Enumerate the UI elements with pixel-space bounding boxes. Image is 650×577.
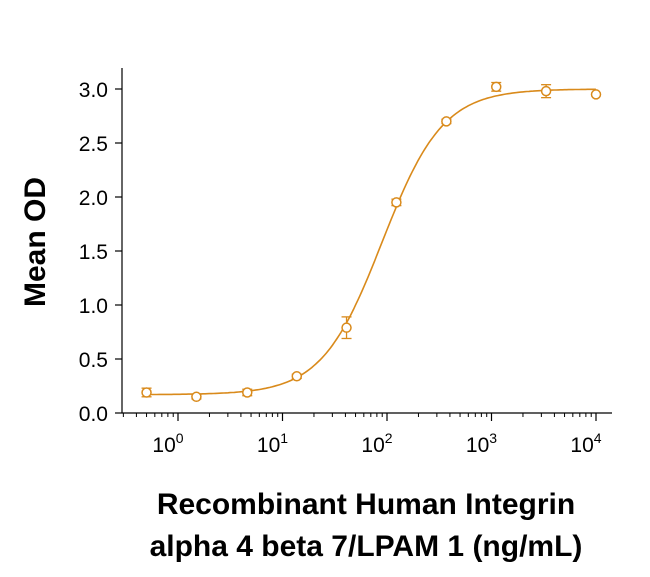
y-tick-label: 2.5	[79, 133, 108, 156]
y-tick-label: 3.0	[79, 79, 108, 102]
data-point	[341, 316, 352, 340]
y-tick-label: 1.0	[79, 295, 108, 318]
x-tick-label: 101	[257, 430, 288, 457]
data-points-layer	[141, 81, 602, 403]
point-marker	[341, 322, 352, 333]
data-point	[291, 371, 303, 382]
point-marker	[291, 371, 303, 382]
data-point	[590, 89, 602, 100]
x-tick-label: 100	[152, 430, 183, 457]
point-marker	[540, 85, 552, 97]
fit-curve	[146, 88, 596, 396]
y-tick-label: 0.5	[79, 349, 108, 372]
x-tick-label: 104	[570, 430, 601, 457]
x-tick-label: 102	[361, 430, 392, 457]
data-point	[242, 387, 253, 398]
fit-curve-layer	[146, 88, 596, 396]
point-marker	[141, 387, 152, 398]
axes	[121, 68, 612, 414]
data-point	[490, 81, 502, 93]
x-axis-ticks: 100 101 102 103 104	[122, 413, 602, 457]
x-axis-title-line-1: Recombinant Human Integrin	[157, 488, 575, 521]
data-point	[540, 84, 552, 99]
point-marker	[191, 391, 202, 403]
data-point	[391, 197, 402, 208]
y-tick-label: 2.0	[79, 187, 108, 210]
y-axis-title: Mean OD	[19, 177, 52, 307]
data-point	[191, 391, 202, 403]
y-tick-label: 0.0	[79, 403, 108, 426]
x-tick-label: 103	[466, 430, 497, 457]
point-marker	[242, 387, 253, 398]
y-axis-ticks: 0.0 0.5 1.0 1.5 2.0 2.5 3.0	[79, 79, 122, 426]
data-point	[441, 116, 452, 127]
x-axis-title-line-2: alpha 4 beta 7/LPAM 1 (ng/mL)	[150, 530, 583, 563]
point-marker	[590, 89, 602, 100]
y-tick-label: 1.5	[79, 241, 108, 264]
point-marker	[391, 197, 402, 208]
data-point	[141, 387, 152, 398]
point-marker	[490, 81, 502, 93]
point-marker	[441, 116, 452, 127]
